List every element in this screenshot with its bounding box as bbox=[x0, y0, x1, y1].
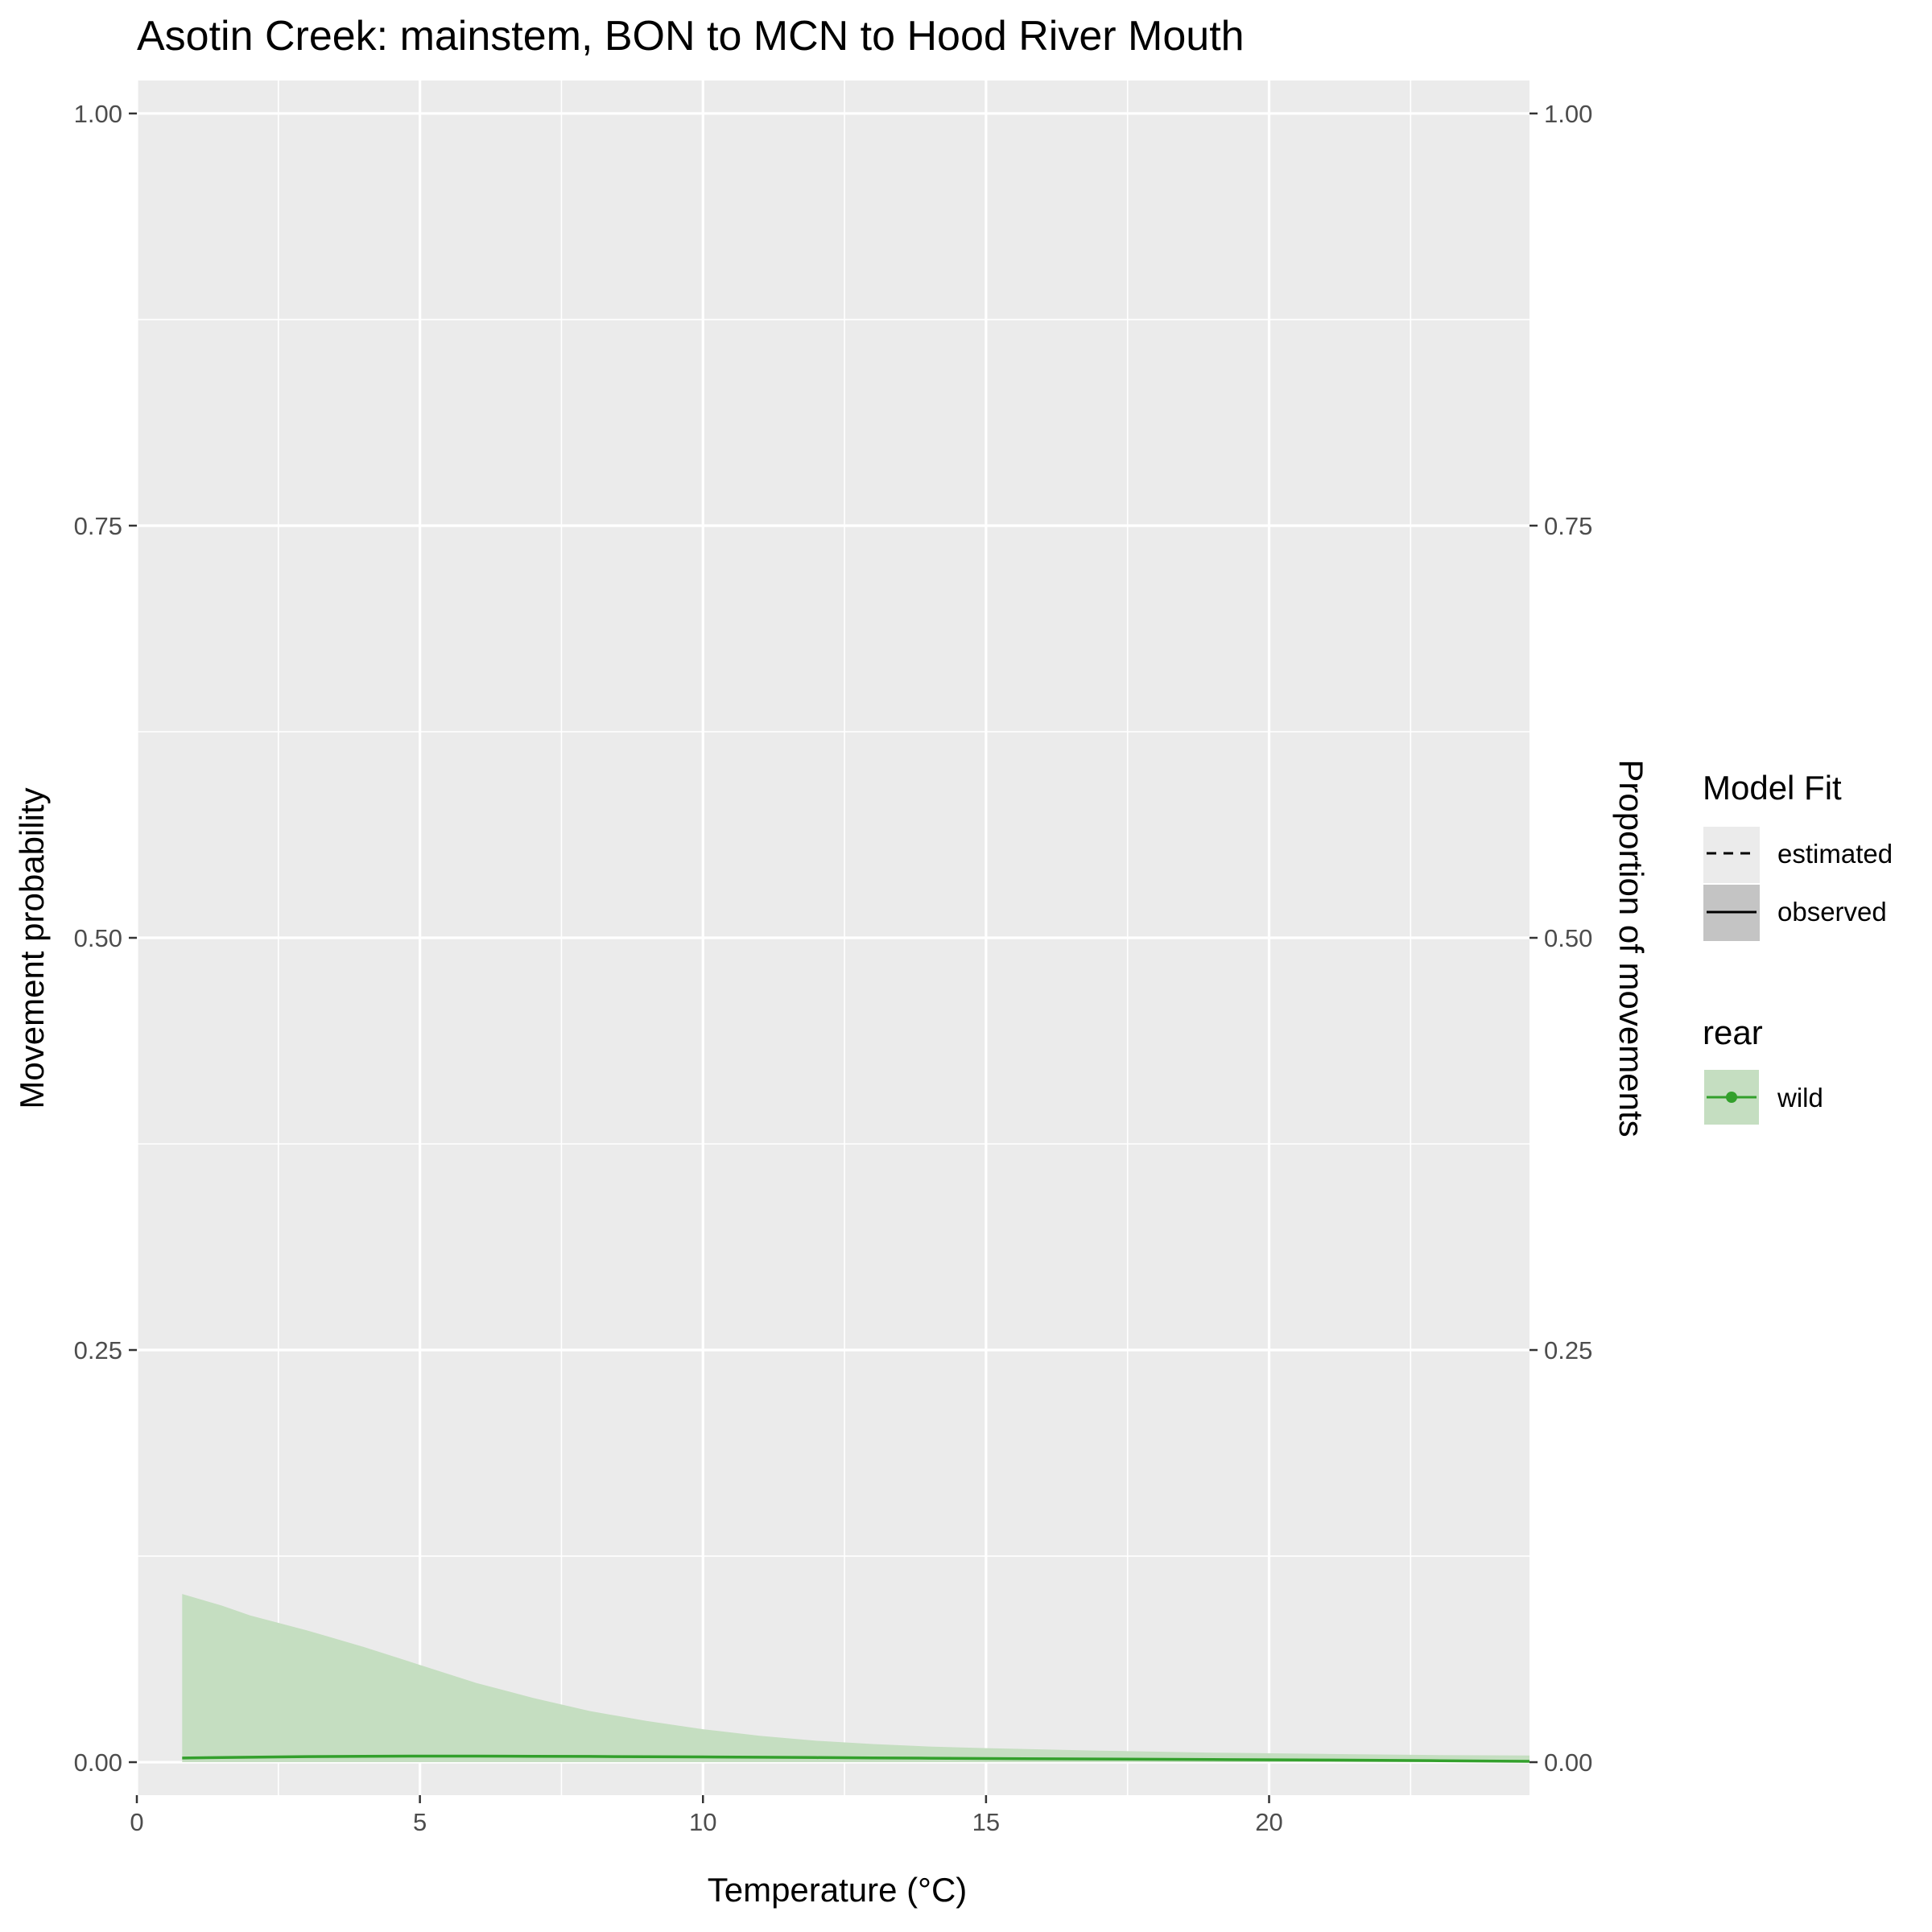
x-tick-label: 10 bbox=[689, 1808, 716, 1836]
legend-label-estimated: estimated bbox=[1777, 839, 1893, 869]
x-tick-label: 5 bbox=[413, 1808, 427, 1836]
y-tick-label-right: 0.50 bbox=[1544, 924, 1592, 952]
y-axis-title-right: Proportion of movements bbox=[1612, 759, 1650, 1137]
y-tick-label-right: 1.00 bbox=[1544, 100, 1592, 128]
y-tick-label-left: 1.00 bbox=[74, 100, 122, 128]
data-marks bbox=[182, 1594, 1530, 1763]
y-tick-label-left: 0.50 bbox=[74, 924, 122, 952]
legend-title-model-fit: Model Fit bbox=[1703, 769, 1842, 807]
x-axis-title: Temperature (°C) bbox=[708, 1871, 968, 1909]
x-tick-label: 15 bbox=[972, 1808, 1000, 1836]
series-line-wild bbox=[182, 1754, 1530, 1763]
legend-label-observed: observed bbox=[1777, 897, 1887, 927]
y-tick-label-right: 0.25 bbox=[1544, 1336, 1592, 1364]
legend-key-wild-point bbox=[1726, 1092, 1737, 1103]
x-tick-label: 20 bbox=[1255, 1808, 1282, 1836]
legend-label-wild: wild bbox=[1777, 1083, 1823, 1113]
confidence-ribbon-wild bbox=[182, 1594, 1530, 1762]
y-tick-label-left: 0.25 bbox=[74, 1336, 122, 1364]
legend: Model Fit estimated observed rear wild bbox=[1703, 769, 1893, 1126]
y-tick-label-right: 0.00 bbox=[1544, 1748, 1592, 1777]
x-tick-label: 0 bbox=[130, 1808, 143, 1836]
legend-key-estimated bbox=[1703, 827, 1760, 883]
chart-title: Asotin Creek: mainstem, BON to MCN to Ho… bbox=[137, 13, 1245, 60]
legend-title-rear: rear bbox=[1703, 1013, 1763, 1051]
y-tick-label-right: 0.75 bbox=[1544, 512, 1592, 540]
axes: 0 5 10 15 20 0.00 0.00 0.25 0.25 0.50 0.50 0.75 0.75… bbox=[74, 100, 1593, 1836]
y-tick-label-left: 0.00 bbox=[74, 1748, 122, 1777]
y-axis-title: Movement probability bbox=[13, 787, 51, 1108]
y-tick-label-left: 0.75 bbox=[74, 512, 122, 540]
